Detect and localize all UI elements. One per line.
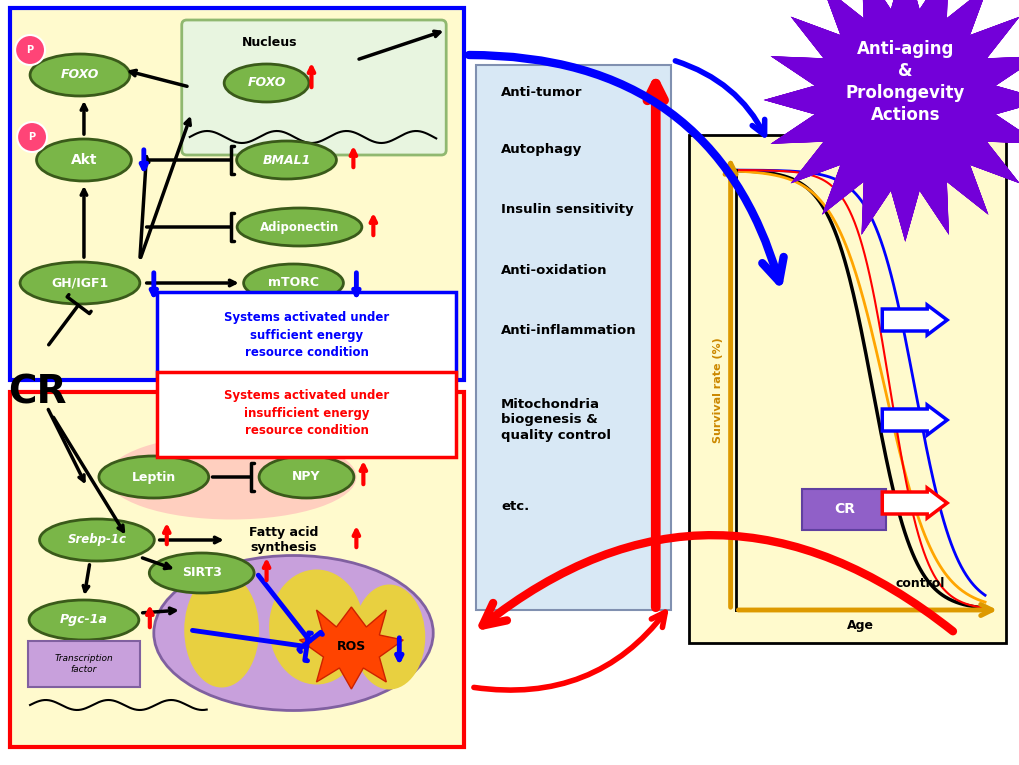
- FancyBboxPatch shape: [29, 641, 140, 687]
- Ellipse shape: [99, 456, 209, 498]
- Polygon shape: [765, 0, 1019, 239]
- Text: ROS: ROS: [336, 640, 366, 653]
- Text: mTORC: mTORC: [268, 276, 319, 289]
- Polygon shape: [765, 0, 1019, 239]
- Text: Leptin: Leptin: [131, 470, 175, 483]
- Text: etc.: etc.: [500, 500, 529, 513]
- Ellipse shape: [184, 572, 259, 688]
- Polygon shape: [768, 0, 1019, 236]
- Text: SIRT3: SIRT3: [181, 567, 221, 580]
- Text: FOXO: FOXO: [248, 76, 285, 90]
- Text: Mitochondria
biogenesis &
quality control: Mitochondria biogenesis & quality contro…: [500, 399, 610, 441]
- FancyArrowPatch shape: [482, 536, 952, 631]
- FancyArrow shape: [881, 488, 947, 518]
- FancyArrowPatch shape: [469, 55, 783, 282]
- Ellipse shape: [353, 584, 425, 689]
- Text: P: P: [26, 45, 34, 55]
- Circle shape: [17, 122, 47, 152]
- Text: Pgc-1a: Pgc-1a: [60, 614, 108, 627]
- Ellipse shape: [107, 435, 356, 519]
- Polygon shape: [768, 0, 1019, 236]
- Text: Srebp-1c: Srebp-1c: [67, 533, 126, 546]
- FancyBboxPatch shape: [157, 372, 455, 457]
- Text: Anti-aging
&
Prolongevity
Actions: Anti-aging & Prolongevity Actions: [845, 40, 964, 124]
- Circle shape: [15, 35, 45, 65]
- Polygon shape: [767, 0, 1019, 238]
- Polygon shape: [765, 0, 1019, 240]
- Ellipse shape: [20, 262, 140, 304]
- FancyBboxPatch shape: [10, 392, 464, 747]
- Polygon shape: [766, 0, 1019, 239]
- FancyArrow shape: [881, 305, 947, 335]
- Polygon shape: [765, 0, 1019, 239]
- Polygon shape: [766, 0, 1019, 239]
- Text: Adiponectin: Adiponectin: [260, 220, 338, 233]
- Text: GH/IGF1: GH/IGF1: [51, 276, 108, 289]
- FancyBboxPatch shape: [802, 489, 886, 530]
- FancyBboxPatch shape: [476, 65, 671, 610]
- Polygon shape: [767, 0, 1019, 237]
- Text: Nucleus: Nucleus: [242, 37, 297, 50]
- Text: FOXO: FOXO: [61, 69, 99, 82]
- Polygon shape: [768, 0, 1019, 237]
- Text: Age: Age: [846, 618, 873, 631]
- Polygon shape: [300, 607, 403, 689]
- Text: P: P: [29, 132, 36, 142]
- Polygon shape: [764, 0, 1019, 240]
- Text: Anti-oxidation: Anti-oxidation: [500, 263, 607, 276]
- Text: CR: CR: [834, 502, 854, 516]
- Ellipse shape: [244, 264, 343, 302]
- Text: Systems activated under
insufficient energy
resource condition: Systems activated under insufficient ene…: [223, 389, 388, 437]
- Text: Anti-inflammation: Anti-inflammation: [500, 324, 636, 337]
- Polygon shape: [764, 0, 1019, 241]
- Ellipse shape: [259, 456, 354, 498]
- Text: Anti-tumor: Anti-tumor: [500, 86, 582, 99]
- Ellipse shape: [236, 208, 362, 246]
- Text: control: control: [895, 577, 944, 590]
- Polygon shape: [763, 0, 1019, 242]
- Ellipse shape: [40, 519, 154, 561]
- Ellipse shape: [224, 64, 309, 102]
- Text: Fatty acid
synthesis: Fatty acid synthesis: [249, 526, 318, 554]
- Text: Akt: Akt: [70, 153, 97, 167]
- Text: BMAL1: BMAL1: [262, 154, 311, 167]
- FancyBboxPatch shape: [181, 20, 445, 155]
- Ellipse shape: [149, 553, 254, 593]
- FancyArrowPatch shape: [675, 61, 764, 135]
- Polygon shape: [763, 0, 1019, 242]
- Ellipse shape: [30, 54, 129, 96]
- Text: Autophagy: Autophagy: [500, 144, 582, 157]
- Polygon shape: [764, 0, 1019, 240]
- Text: Survival rate (%): Survival rate (%): [712, 337, 721, 443]
- Ellipse shape: [154, 555, 433, 711]
- FancyBboxPatch shape: [157, 292, 455, 377]
- Ellipse shape: [236, 141, 336, 179]
- Ellipse shape: [29, 600, 139, 640]
- FancyBboxPatch shape: [688, 135, 1005, 643]
- Polygon shape: [763, 0, 1019, 242]
- FancyBboxPatch shape: [10, 8, 464, 380]
- Polygon shape: [767, 0, 1019, 237]
- Text: NPY: NPY: [292, 470, 320, 483]
- FancyArrowPatch shape: [474, 612, 664, 690]
- FancyArrow shape: [881, 405, 947, 435]
- Ellipse shape: [269, 569, 364, 685]
- Ellipse shape: [37, 139, 131, 181]
- Text: Insulin sensitivity: Insulin sensitivity: [500, 203, 633, 216]
- Polygon shape: [763, 0, 1019, 241]
- Text: CR: CR: [8, 374, 66, 412]
- Polygon shape: [766, 0, 1019, 239]
- Text: Systems activated under
sufficient energy
resource condition: Systems activated under sufficient energ…: [223, 311, 388, 359]
- Polygon shape: [766, 0, 1019, 238]
- Text: Transcription
factor: Transcription factor: [55, 654, 113, 674]
